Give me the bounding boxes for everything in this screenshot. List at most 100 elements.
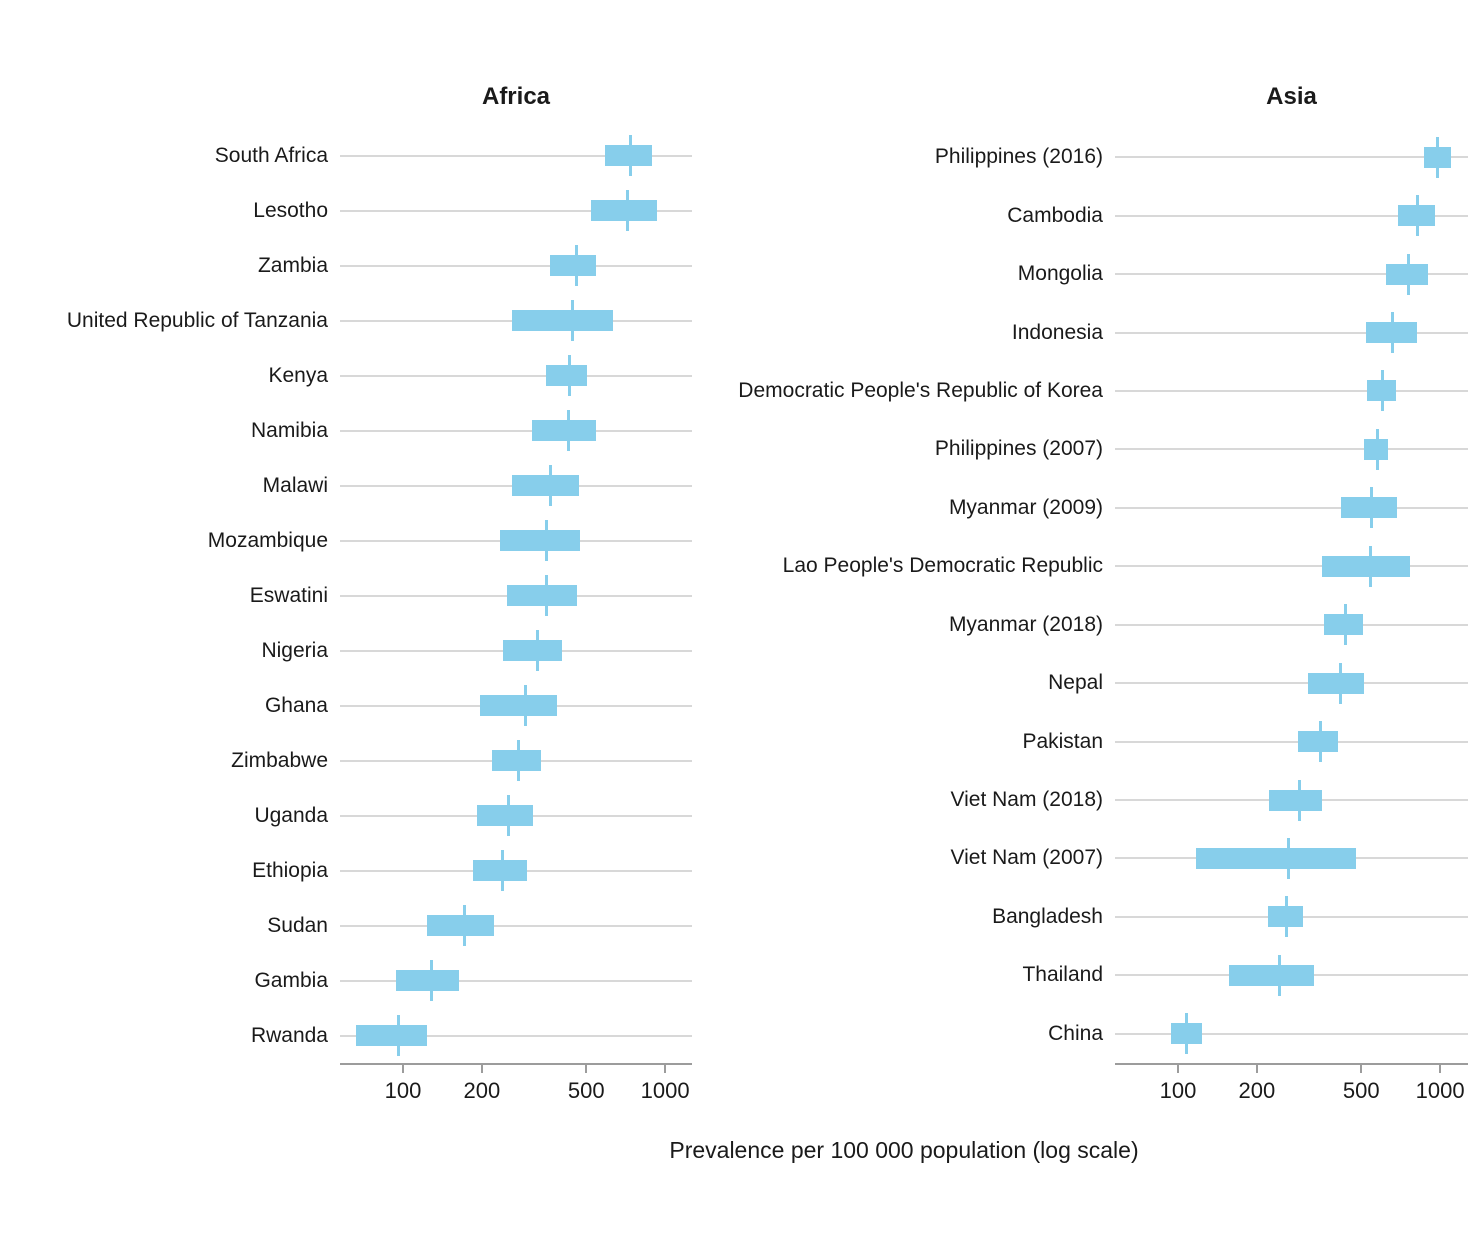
interval-bar: [480, 695, 557, 716]
row-gridline: [1115, 623, 1468, 626]
interval-bar: [1423, 146, 1451, 168]
x-axis-tick: [585, 1065, 588, 1073]
interval-bar: [507, 585, 577, 606]
row-gridline: [340, 209, 692, 212]
row-label: Eswatini: [249, 583, 328, 607]
row-label: Cambodia: [1007, 203, 1103, 227]
row-gridline: [340, 924, 692, 927]
interval-bar: [492, 750, 541, 771]
x-axis-line: [340, 1063, 692, 1065]
row-label: Uganda: [254, 803, 328, 827]
interval-bar: [473, 860, 528, 881]
interval-bar: [1322, 555, 1410, 577]
row-label: Democratic People's Republic of Korea: [738, 378, 1103, 402]
panel-title-africa: Africa: [481, 83, 551, 110]
row-label: Viet Nam (2018): [950, 788, 1103, 812]
x-axis-line: [1115, 1063, 1468, 1065]
x-axis-tick: [1439, 1065, 1442, 1073]
interval-bar: [1397, 205, 1435, 227]
interval-bar: [531, 420, 597, 441]
row-gridline: [1115, 331, 1468, 334]
interval-bar: [1364, 438, 1389, 460]
interval-bar: [1268, 789, 1322, 811]
row-gridline: [1115, 273, 1468, 276]
interval-bar: [1170, 1023, 1202, 1045]
x-axis-tick-label: 1000: [1415, 1078, 1465, 1103]
row-gridline: [1115, 156, 1468, 159]
row-label: Bangladesh: [992, 904, 1103, 928]
row-gridline: [1115, 506, 1468, 509]
interval-bar: [590, 200, 657, 221]
panel-title-asia: Asia: [1266, 83, 1317, 110]
row-gridline: [1115, 1032, 1468, 1035]
x-axis-tick-label: 100: [1159, 1078, 1197, 1103]
interval-bar: [545, 365, 588, 386]
row-label: United Republic of Tanzania: [66, 308, 328, 332]
x-axis-tick: [1177, 1065, 1179, 1073]
interval-bar: [1365, 322, 1417, 344]
row-label: Pakistan: [1022, 729, 1103, 753]
x-axis-tick-label: 100: [384, 1078, 422, 1103]
row-gridline: [340, 979, 692, 982]
row-label: Malawi: [262, 473, 328, 497]
row-label: Lesotho: [253, 198, 328, 222]
row-label: Philippines (2007): [934, 437, 1103, 461]
row-label: Namibia: [250, 418, 328, 442]
x-axis-tick: [402, 1065, 404, 1073]
row-label: Viet Nam (2007): [950, 846, 1103, 870]
interval-bar: [502, 640, 563, 661]
row-gridline: [1115, 448, 1468, 451]
interval-bar: [1307, 672, 1365, 694]
row-gridline: [1115, 740, 1468, 743]
interval-bar: [1367, 380, 1397, 402]
interval-bar: [1323, 614, 1364, 636]
row-gridline: [340, 154, 692, 157]
row-label: Nepal: [1048, 671, 1103, 695]
interval-bar: [1229, 964, 1314, 986]
x-axis-tick: [1360, 1065, 1363, 1073]
x-axis-tick-label: 200: [463, 1078, 501, 1103]
row-gridline: [340, 374, 692, 377]
interval-bar: [395, 970, 460, 991]
row-label: Indonesia: [1011, 320, 1103, 344]
interval-bar: [605, 145, 652, 166]
row-label: Zimbabwe: [231, 748, 328, 772]
interval-bar: [1297, 731, 1338, 753]
row-gridline: [340, 1034, 692, 1037]
x-axis-tick: [1255, 1065, 1258, 1073]
interval-bar: [550, 255, 597, 276]
row-gridline: [340, 429, 692, 432]
row-gridline: [1115, 565, 1468, 568]
row-label: Myanmar (2018): [948, 612, 1103, 636]
x-axis-tick-label: 200: [1238, 1078, 1276, 1103]
row-label: South Africa: [214, 143, 328, 167]
row-label: Rwanda: [250, 1023, 328, 1047]
row-label: Zambia: [257, 253, 328, 277]
interval-bar: [426, 915, 494, 936]
x-axis-tick: [664, 1065, 667, 1073]
row-label: Mozambique: [207, 528, 328, 552]
row-label: Nigeria: [261, 638, 328, 662]
interval-bar: [1341, 497, 1398, 519]
row-gridline: [340, 264, 692, 267]
row-gridline: [1115, 214, 1468, 217]
row-gridline: [1115, 389, 1468, 392]
row-label: Mongolia: [1017, 262, 1103, 286]
x-axis-tick-label: 500: [1342, 1078, 1380, 1103]
row-label: Kenya: [268, 363, 328, 387]
x-axis-title: Prevalence per 100 000 population (log s…: [669, 1137, 1139, 1163]
row-label: Lao People's Democratic Republic: [782, 554, 1103, 578]
row-label: Ghana: [264, 693, 328, 717]
row-label: Ethiopia: [252, 858, 328, 882]
interval-bar: [1385, 263, 1428, 285]
interval-bar: [477, 805, 534, 826]
x-axis-tick: [480, 1065, 483, 1073]
row-label: Thailand: [1022, 963, 1103, 987]
row-label: Philippines (2016): [934, 145, 1103, 169]
row-label: Sudan: [267, 913, 328, 937]
x-axis-tick-label: 500: [567, 1078, 605, 1103]
row-gridline: [1115, 682, 1468, 685]
row-label: China: [1048, 1021, 1103, 1045]
interval-bar: [1195, 847, 1356, 869]
